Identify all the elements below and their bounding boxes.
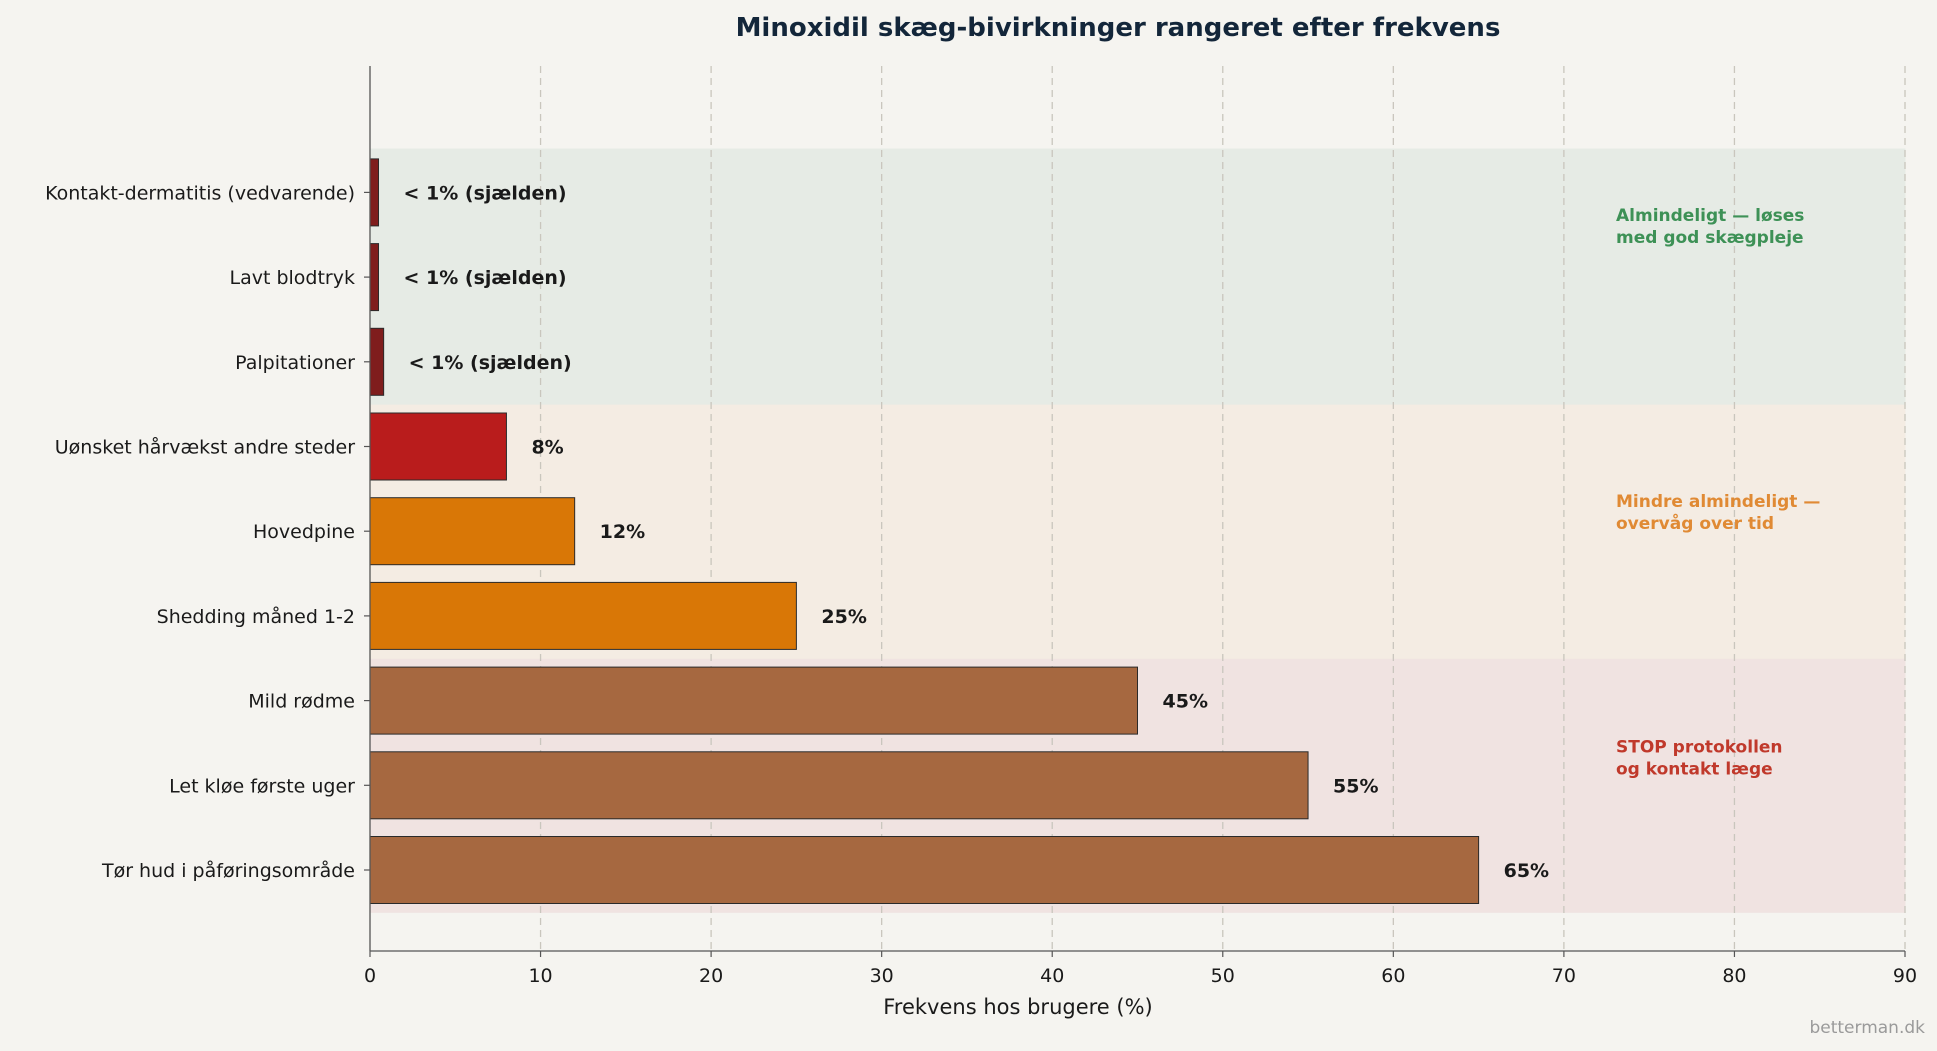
value-labels: 65% 55% 45% 25% 12% 8% < 1% (sjælden) < 1% (sjæ… [404, 182, 1550, 882]
bar [369, 327, 385, 396]
x-tick-label: 60 [1381, 965, 1405, 987]
watermark: betterman.dk [1809, 1018, 1925, 1038]
category-label: Palpitationer [235, 352, 355, 374]
category-label: Lavt blodtryk [230, 267, 356, 289]
zone-label-line: Mindre almindeligt — [1616, 492, 1820, 512]
axes [369, 66, 1905, 952]
zone-label-line: overvåg over tid [1616, 512, 1774, 534]
bars [369, 158, 1480, 904]
bar [369, 581, 797, 650]
x-tick-label: 50 [1211, 965, 1235, 987]
value-label: 25% [821, 606, 866, 628]
x-tick-label: 10 [528, 965, 552, 987]
bar [369, 412, 507, 481]
value-label: 55% [1333, 775, 1378, 797]
value-label: 45% [1163, 691, 1208, 713]
category-labels: Tør hud i påføringsområde Let kløe første… [45, 182, 370, 882]
zone-label-line: og kontakt læge [1616, 759, 1773, 779]
category-label: Hovedpine [253, 521, 355, 543]
x-axis-title: Frekvens hos brugere (%) [883, 995, 1152, 1019]
category-label: Mild rødme [248, 691, 355, 713]
x-tick-label: 0 [364, 965, 376, 987]
x-tick-label: 20 [699, 965, 723, 987]
bar [369, 497, 576, 566]
zone-label-line: med god skægpleje [1616, 228, 1804, 248]
value-label: < 1% (sjælden) [404, 182, 567, 204]
zone-label-line: STOP protokollen [1616, 737, 1783, 757]
zone-background [369, 148, 1906, 405]
bar [369, 158, 380, 227]
value-label: < 1% (sjælden) [409, 352, 572, 374]
chart-title: Minoxidil skæg-bivirkninger rangeret eft… [736, 13, 1501, 43]
x-tick-label: 30 [870, 965, 894, 987]
bar [369, 836, 1480, 904]
x-tick-label: 80 [1722, 965, 1746, 987]
category-label: Kontakt-dermatitis (vedvarende) [45, 182, 355, 204]
category-label: Tør hud i påføringsområde [101, 859, 355, 882]
x-tick-label: 90 [1893, 965, 1917, 987]
bar [369, 751, 1309, 820]
bar [369, 243, 380, 312]
zone-label-line: Almindeligt — løses [1616, 206, 1804, 226]
value-label: 12% [600, 521, 645, 543]
value-label: 65% [1504, 860, 1549, 882]
category-label: Uønsket hårvækst andre steder [55, 436, 355, 459]
value-label: 8% [531, 437, 563, 459]
x-tick-label: 40 [1040, 965, 1064, 987]
x-tick-labels: 0 10 20 30 40 50 60 70 80 90 [364, 951, 1917, 987]
category-label: Shedding måned 1-2 [157, 605, 355, 628]
category-label: Let kløe første uger [169, 775, 355, 797]
x-tick-label: 70 [1552, 965, 1576, 987]
bar [369, 666, 1138, 735]
value-label: < 1% (sjælden) [404, 267, 567, 289]
